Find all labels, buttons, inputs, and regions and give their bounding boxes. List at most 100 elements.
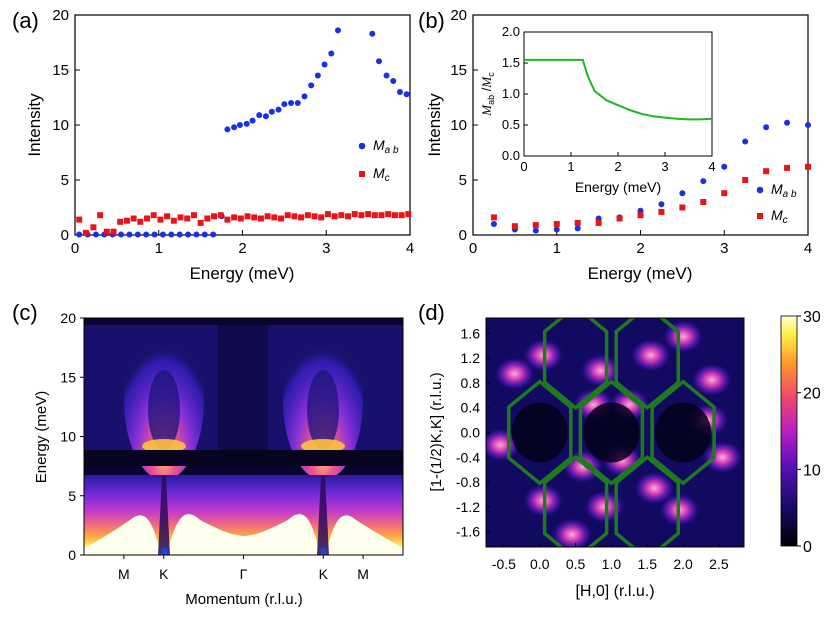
data-point-mc: [784, 164, 791, 171]
x-tick-label: 1: [155, 240, 163, 257]
data-point-mc: [184, 215, 191, 222]
x-tick-label: 3: [322, 240, 330, 257]
colorbar: 30 20 10 0: [780, 309, 821, 556]
panel-a-ylabel: Intensity: [25, 93, 44, 157]
data-point-mab: [134, 231, 141, 238]
data-point-mc: [398, 212, 405, 219]
data-point-mab: [236, 122, 243, 128]
data-point-mab: [383, 72, 390, 79]
intensity-blob: [689, 361, 734, 398]
data-point-mc: [365, 211, 372, 218]
data-point-mc: [217, 212, 224, 219]
data-point-mc: [595, 219, 602, 226]
c-bright-left: [142, 439, 186, 453]
inset-ratio-line: [524, 58, 713, 121]
data-point-mc: [405, 211, 412, 218]
data-point-mab: [224, 126, 231, 133]
data-point-mab: [126, 231, 133, 238]
data-point-mc: [251, 214, 258, 221]
c-bright-right: [301, 439, 345, 453]
data-point-mc: [616, 215, 623, 222]
c-k-dip-left: [158, 476, 170, 555]
inset-x-tick-label: 1: [567, 159, 574, 174]
c-gap: [84, 450, 403, 466]
data-point-mc: [511, 223, 518, 230]
data-point-mab: [92, 231, 99, 238]
data-point-mc: [211, 213, 218, 220]
y-tick-label: 20: [450, 7, 467, 24]
data-point-mab: [321, 61, 328, 68]
c-lower-white: [84, 514, 403, 555]
data-point-mc: [130, 215, 137, 222]
y-tick-label: 15: [52, 62, 69, 79]
data-point-mc: [338, 212, 345, 219]
intensity-blob: [632, 470, 677, 507]
data-point-mab: [76, 231, 83, 238]
inset-frame: [523, 31, 713, 157]
data-point-mab: [185, 231, 192, 238]
inset-x-tick-label: 4: [708, 159, 715, 174]
c-k-point-right: [321, 548, 326, 555]
data-point-mc: [197, 219, 204, 226]
panel-c-label: (c): [12, 300, 38, 325]
x-tick-label: 0: [469, 240, 477, 257]
data-point-mc: [157, 216, 164, 223]
data-point-mc: [117, 218, 124, 225]
data-point-mc: [345, 213, 352, 220]
data-point-mab: [390, 78, 397, 84]
panel-b-label: (b): [418, 8, 445, 33]
data-point-mc: [231, 214, 238, 221]
data-point-mab: [249, 117, 256, 124]
panel-d-label: (d): [418, 300, 445, 325]
data-point-mc: [76, 216, 83, 223]
d-y-tick-label: 1.2: [461, 350, 481, 366]
dark-region: [655, 402, 712, 463]
x-tick-label: 1: [553, 240, 561, 257]
inset-y-tick-label: 0.0: [502, 148, 520, 163]
data-point-mc: [324, 211, 331, 218]
legend-a-mab: Ma b: [373, 137, 399, 156]
panel-b-inset: 0 1 2 3 4 0.0 0.5 1.0 1.5 2.0 Energy (meV) Mab /M…: [479, 24, 716, 195]
x-tick-label: 0: [71, 240, 79, 257]
data-point-mc: [137, 218, 144, 225]
data-point-mc: [82, 229, 89, 236]
x-tick-label: 4: [406, 240, 414, 257]
data-point-mab: [403, 91, 410, 98]
data-point-mc: [110, 228, 117, 235]
data-point-mab: [288, 100, 295, 106]
data-point-mab: [262, 113, 269, 120]
c-k-point-left: [162, 548, 167, 555]
colorbar-tick-label: 30: [803, 309, 821, 326]
d-y-tick-label: 1.6: [461, 325, 481, 341]
data-point-mab: [193, 231, 200, 238]
intensity-blob: [550, 516, 594, 547]
y-tick-label: 0: [459, 227, 467, 244]
data-point-mab: [210, 231, 217, 238]
data-point-mab: [308, 82, 315, 89]
panel-b-xlabel: Energy (meV): [588, 264, 693, 283]
inset-y-tick-label: 2.0: [502, 24, 520, 39]
data-point-mc: [123, 217, 130, 224]
data-point-mc: [805, 163, 811, 170]
hexagon: [506, 379, 573, 486]
data-point-mc: [553, 221, 560, 227]
d-y-tick-label: -1.6: [456, 524, 480, 540]
intensity-blob: [700, 439, 744, 476]
data-point-mc: [304, 212, 311, 219]
data-point-mab: [679, 190, 686, 197]
d-y-tick-label: -1.2: [456, 499, 480, 515]
data-point-mc: [144, 215, 151, 222]
y-tick-label: 0: [61, 227, 69, 244]
d-y-tick-label: 0.4: [461, 400, 481, 416]
dark-region: [583, 402, 640, 463]
panel-c-ylabel: Energy (meV): [33, 391, 50, 484]
data-point-mab: [700, 178, 707, 185]
d-y-tick-label: 0.8: [461, 375, 481, 391]
data-point-mc: [331, 213, 338, 220]
data-point-mc: [177, 214, 184, 221]
data-point-mc: [637, 212, 644, 219]
d-x-tick-label: 2.5: [709, 556, 729, 572]
data-point-mc: [311, 213, 318, 220]
data-point-mab: [176, 231, 183, 238]
